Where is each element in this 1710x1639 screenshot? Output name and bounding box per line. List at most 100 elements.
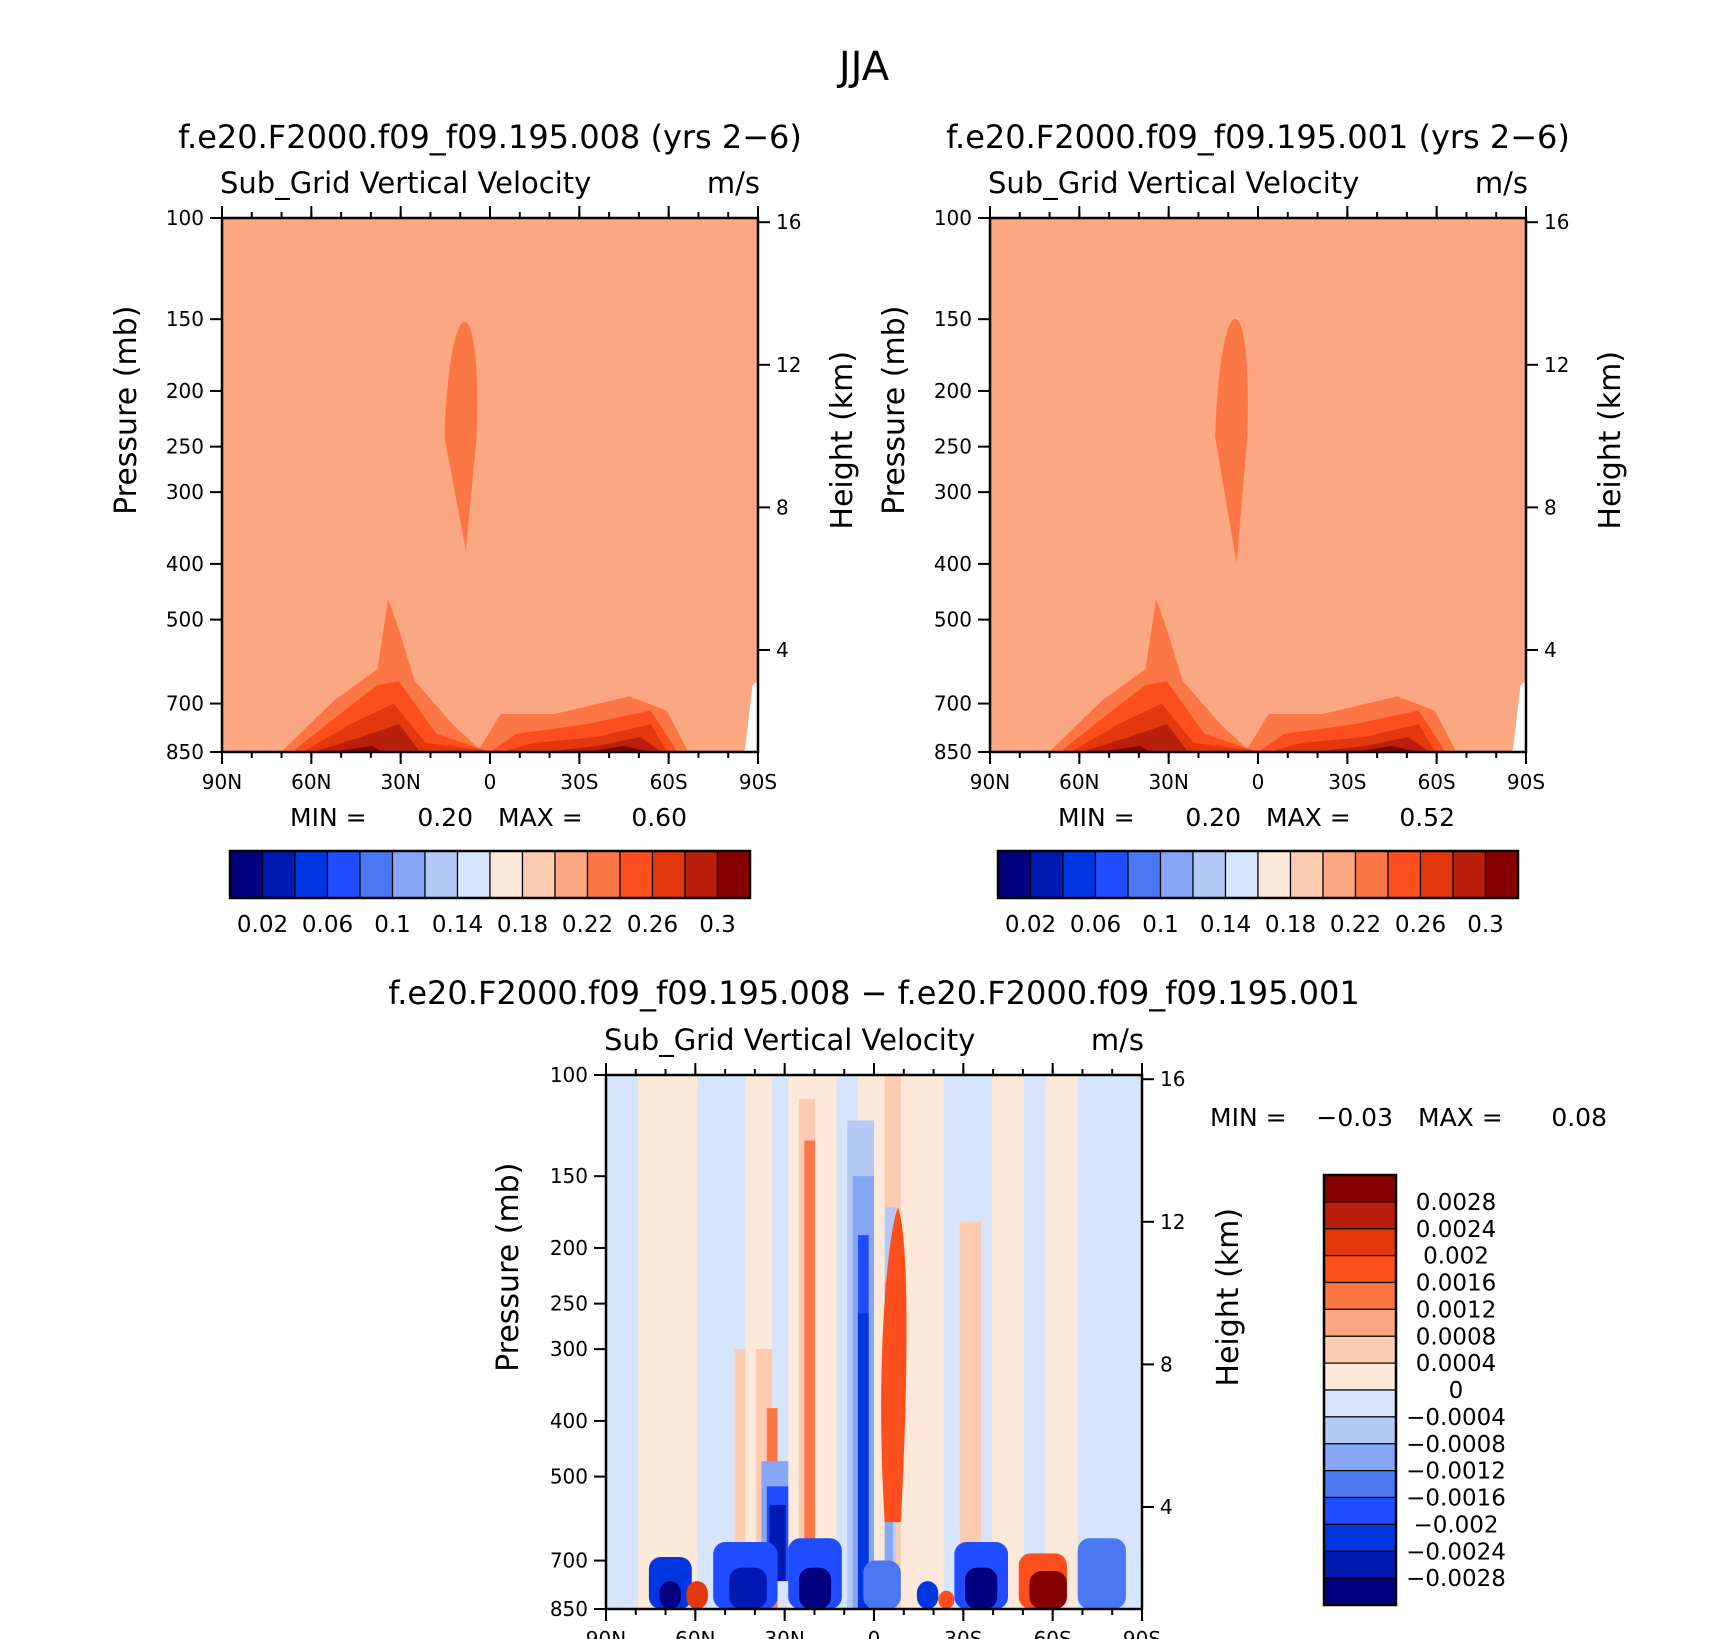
height-tick-label: 16 <box>1544 210 1569 234</box>
colorbar-swatch <box>1323 1443 1397 1472</box>
pressure-tick-label: 100 <box>550 1063 588 1087</box>
panel-left: 100 150 200 250 300 400 500 700 850 16 12 8 4 90N 60N 3… <box>109 118 860 938</box>
pressure-tick-label: 100 <box>166 206 204 230</box>
height-tick-label: 8 <box>1544 495 1557 519</box>
height-tick-label: 16 <box>776 210 801 234</box>
colorbar-swatch <box>1257 850 1292 899</box>
pressure-tick-label: 100 <box>934 206 972 230</box>
stripe-11 <box>959 1221 982 1609</box>
missing-data-region <box>1512 681 1526 752</box>
colorbar-label: 0.06 <box>302 912 353 938</box>
height-axis-label: Height (km) <box>825 351 860 530</box>
latitude-tick-label: 0 <box>868 1627 881 1639</box>
colorbar-frame <box>228 849 752 900</box>
plume-contour <box>1215 318 1248 564</box>
low-level-blob-15 <box>1077 1538 1126 1609</box>
latitude-tick-label: 90S <box>1123 1627 1161 1639</box>
colorbar-swatch <box>489 850 524 899</box>
max-value: 0.08 <box>1551 1103 1607 1132</box>
colorbar-swatch <box>684 850 719 899</box>
colorbar-swatch <box>619 850 654 899</box>
latitude-tick-label: 30S <box>560 770 598 794</box>
max-label: MAX = <box>498 803 583 832</box>
pressure-tick-label: 700 <box>934 692 972 716</box>
pressure-tick-label: 850 <box>550 1597 588 1621</box>
pressure-tick-label: 700 <box>166 692 204 716</box>
pressure-axis-label: Pressure (mb) <box>109 306 144 515</box>
latitude-tick-label: 0 <box>484 770 497 794</box>
latitude-tick-label: 30S <box>944 1627 982 1639</box>
min-value: 0.20 <box>1185 803 1241 832</box>
colorbar-label: 0.06 <box>1070 912 1121 938</box>
colorbar-swatch <box>391 850 426 899</box>
colorbar-swatch <box>1323 1228 1397 1257</box>
colorbar-swatch <box>1323 1362 1397 1391</box>
low-level-blob-7 <box>863 1560 901 1609</box>
colorbar-frame <box>1322 1173 1398 1607</box>
colorbar-swatch <box>261 850 296 899</box>
colorbar-label: 0.1 <box>374 912 411 938</box>
pressure-axis-label: Pressure (mb) <box>877 306 912 515</box>
stripe-9 <box>804 1140 816 1609</box>
min-label: MIN = <box>1210 1103 1287 1132</box>
colorbar-swatch <box>1224 850 1259 899</box>
colorbar-label: 0.002 <box>1423 1244 1489 1270</box>
contour-field <box>222 218 758 752</box>
colorbar-swatch <box>554 850 589 899</box>
height-axis-label: Height (km) <box>1211 1208 1246 1387</box>
colorbar-swatch <box>1323 1281 1397 1310</box>
pressure-tick-label: 400 <box>166 552 204 576</box>
plume-contour <box>444 321 478 552</box>
colorbar-label: 0 <box>1449 1378 1464 1404</box>
colorbar-swatch <box>1062 850 1097 899</box>
low-level-blob-6 <box>798 1567 832 1609</box>
stripe-7 <box>1077 1075 1142 1609</box>
panel-title: f.e20.F2000.f09_f09.195.001 (yrs 2−6) <box>946 118 1570 156</box>
colorbar-swatch <box>1323 1523 1397 1552</box>
colorbar-swatch <box>1323 1389 1397 1418</box>
latitude-tick-label: 0 <box>1252 770 1265 794</box>
max-value: 0.52 <box>1399 803 1455 832</box>
panel-title: f.e20.F2000.f09_f09.195.008 (yrs 2−6) <box>178 118 802 156</box>
colorbar-swatch <box>1029 850 1064 899</box>
colorbar-swatch <box>1452 850 1487 899</box>
pressure-tick-label: 150 <box>550 1164 588 1188</box>
missing-data-region <box>744 681 758 752</box>
field-background <box>222 218 758 752</box>
pressure-tick-label: 250 <box>934 435 972 459</box>
colorbar-swatch <box>1192 850 1227 899</box>
colorbar-label: 0.3 <box>699 912 736 938</box>
height-tick-label: 16 <box>1160 1067 1185 1091</box>
latitude-tick-label: 90S <box>1507 770 1545 794</box>
latitude-tick-label: 60S <box>650 770 688 794</box>
colorbar-swatch <box>651 850 686 899</box>
latitude-tick-label: 60N <box>1059 770 1099 794</box>
low-level-blob-13 <box>1029 1571 1067 1609</box>
colorbar-swatch <box>1323 1335 1397 1364</box>
panel-subtitle: Sub_Grid Vertical Velocity <box>220 166 591 200</box>
colorbar-swatch <box>1484 850 1519 899</box>
colorbar-label: 0.22 <box>562 912 613 938</box>
latitude-tick-label: 90S <box>739 770 777 794</box>
panel-title: f.e20.F2000.f09_f09.195.008 − f.e20.F200… <box>388 974 1360 1012</box>
colorbar-swatch <box>359 850 394 899</box>
colorbar-label: −0.002 <box>1413 1512 1498 1538</box>
colorbar-swatch <box>326 850 361 899</box>
pressure-tick-label: 200 <box>550 1236 588 1260</box>
colorbar-swatch <box>456 850 491 899</box>
colorbar-swatch <box>521 850 556 899</box>
colorbar-swatch <box>229 850 264 899</box>
height-tick-label: 12 <box>1544 353 1569 377</box>
colorbar-label: −0.0016 <box>1406 1486 1506 1512</box>
height-tick-label: 4 <box>1160 1495 1173 1519</box>
pressure-tick-label: 300 <box>166 480 204 504</box>
colorbar-label: 0.0028 <box>1416 1190 1496 1216</box>
colorbar-label: 0.14 <box>1200 912 1251 938</box>
colorbar-label: −0.0024 <box>1406 1539 1506 1565</box>
contour-field <box>990 218 1526 752</box>
latitude-tick-label: 90N <box>586 1627 626 1639</box>
colorbar-swatch <box>1289 850 1324 899</box>
latitude-tick-label: 30N <box>380 770 420 794</box>
latitude-tick-label: 60S <box>1034 1627 1072 1639</box>
